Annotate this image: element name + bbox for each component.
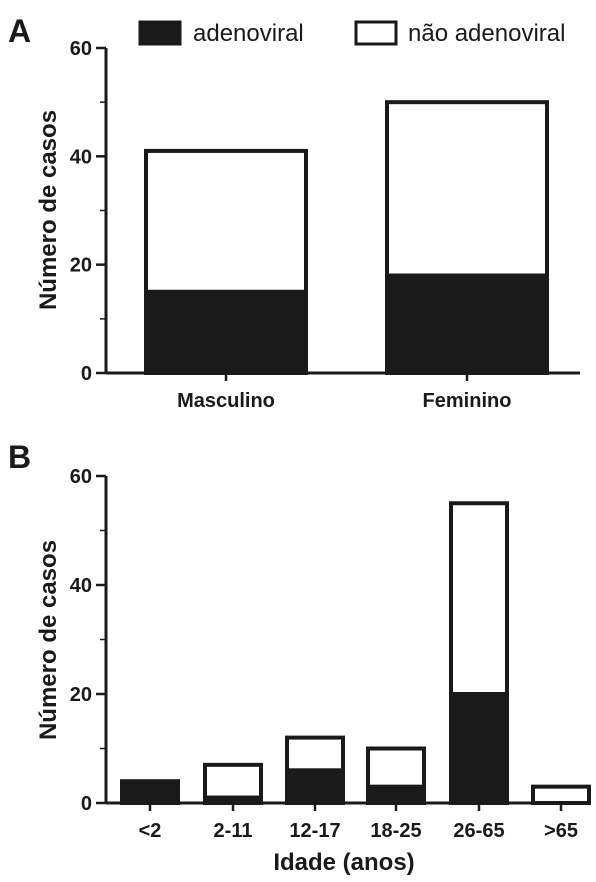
- y-tick-label: 60: [70, 466, 92, 488]
- bar-adenoviral: [120, 781, 180, 805]
- y-tick-label: 20: [70, 255, 92, 277]
- panel-b-x-axis-title: Idade (anos): [273, 849, 414, 876]
- bar-stack-3: [285, 735, 345, 805]
- bar-adenoviral: [385, 273, 549, 375]
- y-tick-label: 0: [81, 793, 92, 815]
- bar-stack-4: [366, 746, 426, 806]
- y-tick-label: 40: [70, 575, 92, 597]
- y-tick-label: 60: [70, 38, 92, 60]
- panel-b: B Número de casos Idade (anos) 0 20 40 60 <2…: [8, 439, 591, 876]
- y-tick-label: 40: [70, 146, 92, 168]
- bar-adenoviral: [285, 768, 345, 805]
- panel-letter-b: B: [8, 439, 31, 475]
- x-category-label: >65: [544, 820, 578, 842]
- x-category-label: 2-11: [214, 820, 253, 842]
- legend-label-nao-adenoviral: não adenoviral: [408, 20, 565, 47]
- bar-nao-adenoviral: [531, 784, 591, 806]
- bar-stack-1: [144, 148, 308, 375]
- panel-a: A Número de casos 0 20 40 60 Masculino Femini…: [8, 13, 580, 412]
- panel-letter-a: A: [8, 13, 31, 49]
- x-category-label: 18-25: [370, 820, 421, 842]
- x-category-label: 26-65: [453, 820, 504, 842]
- bar-adenoviral: [203, 795, 263, 805]
- x-category-label: Feminino: [423, 390, 512, 412]
- x-category-label: <2: [139, 820, 162, 842]
- x-category-label: Masculino: [177, 390, 275, 412]
- x-category-label: 12-17: [289, 820, 340, 842]
- bar-adenoviral: [366, 784, 426, 806]
- panel-b-y-axis-title: Número de casos: [35, 540, 62, 740]
- y-tick-label: 20: [70, 684, 92, 706]
- panel-a-bars: [144, 100, 549, 376]
- legend-swatch-nao-adenoviral: [354, 20, 398, 46]
- bar-stack-2: [203, 762, 263, 805]
- panel-b-bars: [120, 501, 591, 806]
- bar-stack-6: [531, 784, 591, 806]
- bar-stack-1: [120, 779, 180, 806]
- y-tick-label: 0: [81, 363, 92, 385]
- bar-stack-2: [385, 100, 549, 376]
- bar-adenoviral: [449, 692, 509, 805]
- legend-swatch-adenoviral: [138, 20, 182, 46]
- bar-stack-5: [449, 501, 509, 805]
- legend-label-adenoviral: adenoviral: [193, 20, 304, 47]
- legend: adenoviral não adenoviral: [138, 20, 565, 47]
- bar-adenoviral: [144, 289, 308, 375]
- panel-a-y-axis-title: Número de casos: [35, 110, 62, 310]
